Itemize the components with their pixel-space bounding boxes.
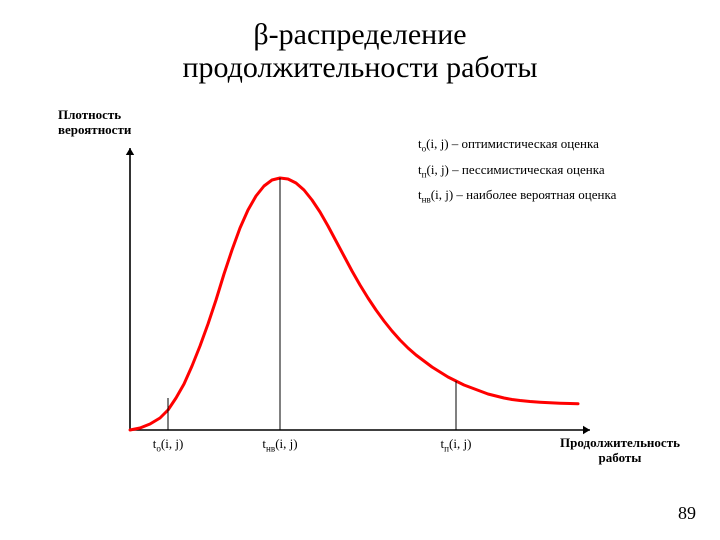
beta-curve bbox=[130, 178, 578, 430]
slide-title: β-распределение продолжительности работы bbox=[0, 18, 720, 84]
x-tick-label: tо(i, j) bbox=[153, 436, 184, 454]
x-axis-arrow-icon bbox=[583, 426, 590, 434]
x-axis-label-line-1: Продолжительность bbox=[535, 436, 705, 451]
x-tick-label: tнв(i, j) bbox=[262, 436, 297, 454]
page-number: 89 bbox=[678, 503, 696, 524]
chart-svg bbox=[110, 140, 600, 450]
y-axis-label: Плотность вероятности bbox=[58, 108, 131, 138]
y-axis-arrow-icon bbox=[126, 148, 134, 155]
chart-area bbox=[110, 140, 600, 450]
y-axis-label-line-2: вероятности bbox=[58, 123, 131, 138]
x-tick-label: tп(i, j) bbox=[441, 436, 472, 454]
x-axis-label: Продолжительность работы bbox=[535, 436, 705, 466]
title-line-2: продолжительности работы bbox=[0, 51, 720, 84]
slide: β-распределение продолжительности работы… bbox=[0, 0, 720, 540]
y-axis-label-line-1: Плотность bbox=[58, 108, 131, 123]
title-line-1: β-распределение bbox=[0, 18, 720, 51]
x-axis-label-line-2: работы bbox=[535, 451, 705, 466]
